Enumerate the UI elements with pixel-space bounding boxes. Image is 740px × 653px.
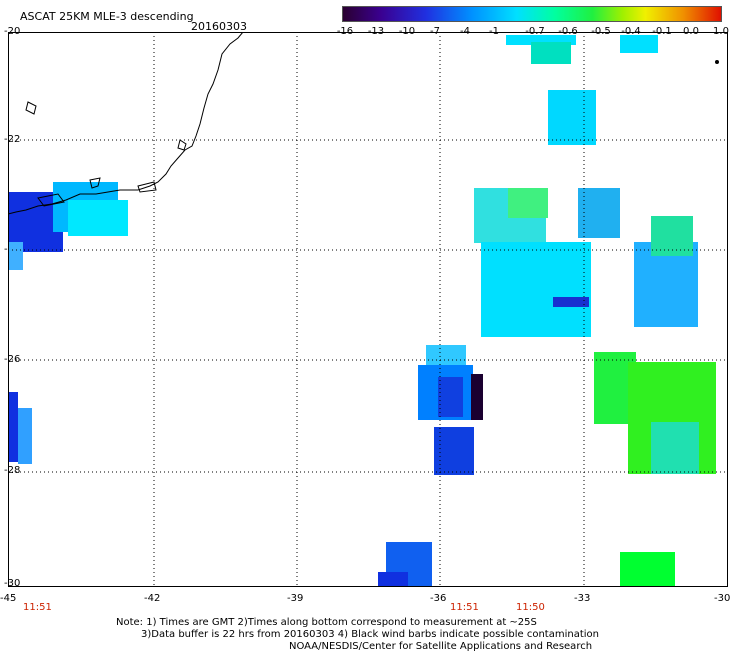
wind-map: [8, 32, 728, 587]
colorbar-label: -0.1: [652, 26, 672, 37]
swath-cell: [508, 188, 548, 218]
x-tick-label: -36: [430, 593, 447, 604]
colorbar-label: -0.5: [591, 26, 611, 37]
product-date: 20160303: [191, 20, 247, 33]
x-tick-label: -45: [0, 593, 17, 604]
colorbar-label: 1.0: [713, 26, 729, 37]
y-tick-label: -28: [4, 465, 21, 476]
footnote-line: 3)Data buffer is 22 hrs from 20160303 4)…: [141, 629, 599, 640]
swath-cell: [651, 216, 693, 256]
swath-cell: [18, 408, 32, 464]
swath-cell: [553, 297, 589, 307]
colorbar-label: -13: [367, 26, 385, 37]
swath-cell: [620, 35, 658, 53]
gridlines: [8, 32, 728, 587]
colorbar-label: -4: [460, 26, 470, 37]
colorbar-label: 0.0: [683, 26, 699, 37]
time-label: 11:51: [450, 602, 479, 613]
swath-cell: [634, 242, 698, 327]
time-label: 11:50: [516, 602, 545, 613]
map-frame: [8, 32, 728, 587]
swath-cell: [8, 392, 18, 462]
colorbar-label: -10: [398, 26, 416, 37]
swath-cell: [506, 35, 576, 45]
colorbar-label: -16: [336, 26, 354, 37]
swath-cell: [578, 188, 620, 238]
swath-cell: [471, 374, 483, 420]
footnote-line: Note: 1) Times are GMT 2)Times along bot…: [116, 617, 537, 628]
y-tick-label: -30: [4, 578, 21, 589]
colorbar-label: -0.4: [621, 26, 641, 37]
footnote: Note: 1) Times are GMT 2)Times along bot…: [116, 617, 599, 653]
coastline: [8, 32, 719, 215]
colorbar-label: -0.6: [558, 26, 578, 37]
colorbar-labels: -16 -13 -10 -7 -4 -1 -0.7 -0.6 -0.5 -0.4…: [335, 26, 735, 38]
swath-cell: [434, 427, 474, 475]
swath-cell: [8, 242, 23, 270]
colorbar-label: -0.7: [525, 26, 545, 37]
footnote-line: NOAA/NESDIS/Center for Satellite Applica…: [289, 641, 593, 652]
swath-cell: [378, 572, 408, 587]
colorbar-label: -7: [430, 26, 440, 37]
swath-cell: [548, 90, 596, 145]
time-label: 11:51: [23, 602, 52, 613]
swath-cells: [8, 35, 716, 587]
swath-cell: [531, 42, 571, 64]
swath-cell: [481, 242, 591, 337]
colorbar-label: -1: [489, 26, 499, 37]
swath-cell: [651, 422, 699, 474]
product-title: ASCAT 25KM MLE-3 descending: [20, 10, 194, 23]
x-tick-label: -42: [144, 593, 161, 604]
y-tick-label: -20: [4, 26, 21, 37]
swath-cell: [68, 200, 128, 236]
x-tick-label: -30: [714, 593, 731, 604]
swath-cell: [620, 552, 675, 587]
x-tick-label: -33: [574, 593, 591, 604]
x-tick-label: -39: [287, 593, 304, 604]
colorbar: [342, 6, 722, 22]
swath-cell: [438, 377, 463, 417]
